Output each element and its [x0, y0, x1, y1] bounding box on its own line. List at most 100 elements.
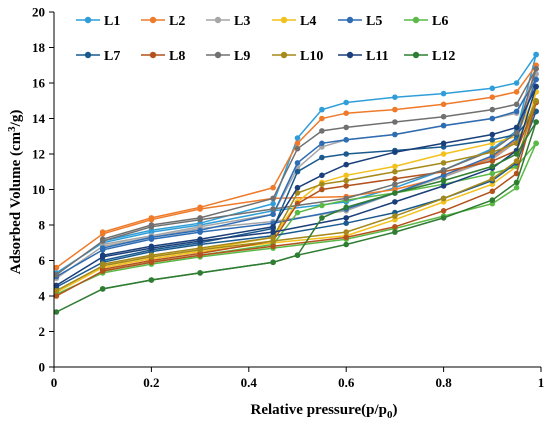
- series-point: [392, 181, 398, 187]
- series-point: [148, 252, 155, 258]
- series-point: [513, 129, 520, 136]
- series-desorption-line: [102, 54, 537, 242]
- legend-entry-L1: L1: [76, 14, 120, 29]
- series-point: [392, 106, 398, 113]
- series-point: [53, 264, 60, 271]
- series-point: [440, 167, 447, 173]
- legend-entry-L7: L7: [76, 49, 120, 64]
- series-point: [513, 101, 520, 108]
- x-tick-label: 1: [538, 375, 545, 390]
- y-axis-title: Adsorbed Volume (cm3/g): [6, 110, 24, 275]
- series-point: [513, 184, 520, 191]
- series-point: [533, 140, 539, 147]
- series-point: [440, 183, 447, 189]
- series-point: [99, 261, 106, 267]
- y-axis-title-superscript: 3: [6, 126, 18, 132]
- series-point: [392, 119, 398, 125]
- series-point: [440, 215, 447, 221]
- legend-label: L10: [300, 49, 323, 64]
- legend-swatch-marker: [149, 51, 157, 59]
- series-point: [343, 99, 350, 106]
- series-point: [319, 140, 325, 147]
- series-point: [270, 206, 276, 212]
- series-L12: [53, 119, 539, 315]
- series-point: [319, 106, 325, 113]
- legend-entry-L4: L4: [272, 14, 316, 29]
- series-point: [319, 181, 325, 187]
- series-point: [270, 184, 276, 191]
- series-point: [343, 229, 350, 235]
- series-point: [270, 234, 276, 241]
- legend-swatch-marker: [149, 16, 157, 24]
- series-point: [53, 309, 60, 315]
- series-point: [533, 51, 539, 58]
- series-point: [440, 101, 447, 108]
- legend-entry-L8: L8: [141, 49, 185, 64]
- series-point: [294, 209, 301, 216]
- series-point: [343, 234, 350, 241]
- series-point: [489, 94, 496, 100]
- series-point: [440, 113, 447, 120]
- series-point: [99, 252, 106, 258]
- series-point: [489, 106, 496, 113]
- series-desorption-line: [102, 86, 537, 256]
- series-point: [392, 94, 398, 100]
- series-point: [270, 224, 276, 230]
- series-point: [148, 243, 155, 250]
- legend-swatch-marker: [84, 16, 92, 24]
- y-axis-title-close: /g): [8, 110, 24, 128]
- series-point: [392, 149, 398, 155]
- series-point: [99, 286, 106, 292]
- series-point: [440, 195, 447, 202]
- legend-swatch-marker: [280, 51, 288, 59]
- series-point: [489, 115, 496, 122]
- series-desorption-line: [102, 102, 537, 271]
- series-point: [197, 236, 203, 242]
- legend-swatch-marker: [412, 51, 420, 59]
- series-point: [294, 184, 301, 191]
- series-point: [270, 195, 276, 202]
- y-tick-label: 6: [39, 253, 46, 268]
- legend-label: L6: [432, 14, 448, 29]
- series-point: [343, 172, 350, 179]
- series-point: [197, 270, 203, 276]
- series-point: [392, 213, 398, 219]
- series-point: [99, 236, 106, 242]
- series-point: [392, 131, 398, 138]
- y-axis-title-main: Adsorbed Volume (cm: [8, 131, 24, 274]
- series-point: [489, 176, 496, 182]
- series-point: [489, 197, 496, 203]
- series-point: [197, 227, 203, 234]
- legend-entry-L5: L5: [338, 14, 382, 29]
- series-desorption-line: [102, 79, 537, 249]
- legend-swatch-marker: [346, 16, 354, 24]
- y-tick-label: 8: [39, 218, 46, 233]
- series-point: [343, 183, 350, 189]
- legend-entry-L10: L10: [272, 49, 323, 64]
- series-point: [343, 124, 350, 131]
- x-tick-label: 0.2: [143, 375, 159, 390]
- series-point: [343, 220, 350, 226]
- series-point: [513, 89, 520, 95]
- series-point: [440, 160, 447, 166]
- series-point: [148, 222, 155, 228]
- legend-label: L5: [366, 14, 382, 29]
- series-point: [343, 137, 350, 143]
- series-point: [197, 215, 203, 221]
- series-point: [489, 188, 496, 195]
- series-point: [343, 215, 350, 221]
- legend-label: L4: [300, 14, 316, 29]
- series-point: [319, 154, 325, 161]
- series-point: [513, 158, 520, 164]
- series-point: [533, 66, 539, 72]
- series-point: [294, 168, 301, 175]
- legend-swatch-marker: [84, 51, 92, 59]
- series-point: [489, 149, 496, 155]
- series-point: [294, 160, 301, 166]
- legend-label: L3: [234, 14, 250, 29]
- series-point: [392, 224, 398, 230]
- series-desorption-line: [102, 100, 537, 265]
- series-point: [440, 140, 447, 147]
- legend-label: L7: [104, 49, 120, 64]
